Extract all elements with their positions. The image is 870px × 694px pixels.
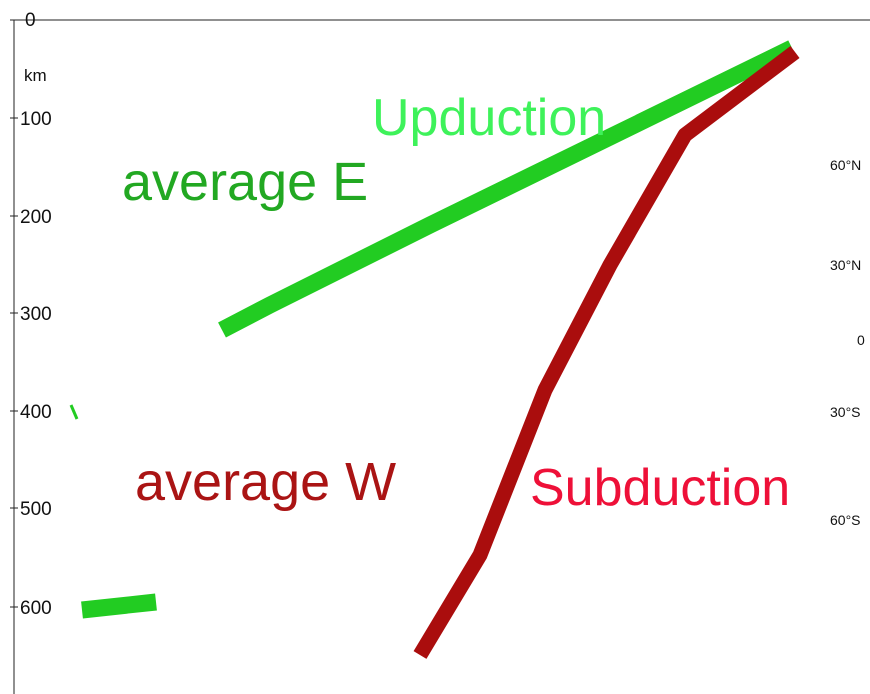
latitude-label: 60°N — [830, 157, 861, 173]
latitude-label: 30°S — [830, 404, 861, 420]
tick-label: 100 — [20, 109, 52, 130]
upduction-label: Upduction — [372, 89, 606, 147]
subduction-label: Subduction — [530, 459, 790, 517]
latitude-label: 0 — [857, 332, 865, 348]
average-e-label: average E — [122, 152, 368, 212]
average-w-line — [413, 46, 800, 659]
latitude-label: 60°S — [830, 512, 861, 528]
tick-label: 300 — [20, 304, 52, 325]
tick-label: 0 — [25, 10, 36, 31]
tick-label: 500 — [20, 499, 52, 520]
tick-label: 400 — [20, 402, 52, 423]
unit-label: km — [24, 66, 47, 85]
tick-label: 600 — [20, 598, 52, 619]
average-e-line — [218, 40, 796, 338]
green-mark — [69, 404, 79, 420]
axis-ticks — [10, 19, 24, 608]
latitude-label: 30°N — [830, 257, 861, 273]
average-w-label: average W — [135, 452, 396, 512]
green-segment — [81, 593, 157, 619]
tick-label: 200 — [20, 207, 52, 228]
